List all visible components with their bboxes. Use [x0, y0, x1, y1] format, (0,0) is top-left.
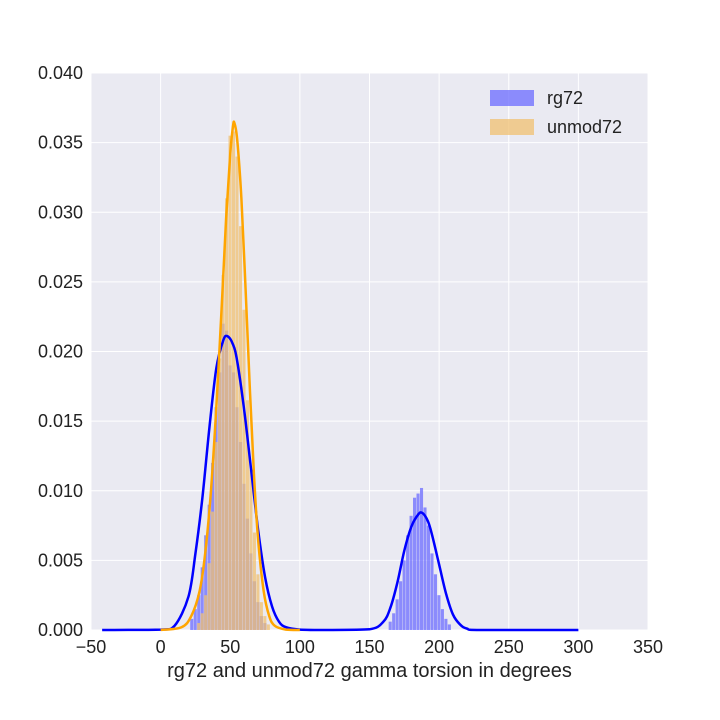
bar-unmod72 — [221, 274, 225, 630]
bar-rg72 — [193, 609, 197, 630]
bar-rg72 — [395, 599, 399, 630]
bar-rg72 — [416, 493, 420, 630]
bar-rg72 — [440, 609, 444, 630]
bars-unmod72 — [197, 131, 270, 631]
bar-unmod72 — [256, 574, 260, 630]
bar-unmod72 — [238, 226, 243, 631]
x-axis: −50 0 50 100 150 200 250 300 350 — [76, 637, 663, 657]
y-tick-label: 0.010 — [38, 481, 83, 501]
bar-rg72 — [433, 574, 437, 630]
x-tick-label: 150 — [354, 637, 384, 657]
bar-unmod72 — [259, 602, 263, 630]
x-tick-label: 50 — [220, 637, 240, 657]
bar-unmod72 — [197, 623, 201, 630]
y-axis: 0.000 0.005 0.010 0.015 0.020 0.025 0.030 0.035… — [38, 63, 83, 640]
bar-rg72 — [197, 595, 201, 630]
y-tick-label: 0.000 — [38, 620, 83, 640]
y-tick-label: 0.005 — [38, 550, 83, 570]
y-tick-label: 0.015 — [38, 411, 83, 431]
x-tick-label: 300 — [563, 637, 593, 657]
bar-unmod72 — [231, 131, 236, 631]
legend-swatch-unmod72 — [490, 119, 534, 135]
bar-rg72 — [204, 535, 208, 630]
bar-unmod72 — [228, 135, 232, 630]
bar-rg72 — [437, 595, 441, 630]
x-tick-label: 350 — [633, 637, 663, 657]
kde-line-unmod72 — [160, 120, 300, 632]
bar-unmod72 — [245, 400, 249, 630]
x-tick-label: 0 — [156, 637, 166, 657]
bar-unmod72 — [225, 198, 229, 630]
bar-unmod72 — [263, 616, 267, 630]
bar-unmod72 — [252, 532, 256, 630]
legend-label-rg72: rg72 — [547, 88, 583, 108]
bar-unmod72 — [218, 358, 222, 630]
bar-rg72 — [406, 535, 410, 630]
x-axis-title: rg72 and unmod72 gamma torsion in degree… — [167, 660, 572, 682]
bar-rg72 — [402, 560, 406, 630]
bar-rg72 — [444, 618, 448, 630]
histogram-bars — [190, 131, 451, 631]
bar-rg72 — [430, 553, 434, 630]
bar-rg72 — [399, 581, 403, 630]
x-tick-label: 250 — [494, 637, 524, 657]
y-tick-label: 0.035 — [38, 133, 83, 153]
bar-rg72 — [447, 624, 451, 630]
bar-rg72 — [409, 515, 413, 630]
y-tick-label: 0.025 — [38, 272, 83, 292]
bar-unmod72 — [235, 156, 239, 631]
x-tick-label: 100 — [285, 637, 315, 657]
grid — [90, 72, 649, 631]
bar-rg72 — [423, 507, 427, 630]
y-tick-label: 0.030 — [38, 202, 83, 222]
bar-rg72 — [190, 618, 194, 630]
bar-unmod72 — [242, 309, 246, 630]
bar-unmod72 — [214, 442, 218, 630]
legend: rg72 unmod72 — [490, 88, 622, 137]
kde-curves — [102, 120, 579, 632]
bar-unmod72 — [266, 624, 270, 630]
legend-label-unmod72: unmod72 — [547, 117, 622, 137]
bar-rg72 — [200, 567, 204, 630]
x-tick-label: −50 — [76, 637, 107, 657]
y-tick-label: 0.020 — [38, 342, 83, 362]
x-tick-label: 200 — [424, 637, 454, 657]
bar-rg72 — [388, 621, 392, 630]
bar-unmod72 — [207, 563, 211, 630]
bar-unmod72 — [204, 595, 208, 630]
legend-swatch-rg72 — [490, 90, 534, 106]
bar-rg72 — [419, 487, 424, 630]
bar-rg72 — [413, 497, 417, 630]
y-tick-label: 0.040 — [38, 63, 83, 83]
bar-unmod72 — [211, 511, 215, 630]
bar-rg72 — [426, 525, 431, 630]
bar-unmod72 — [249, 469, 253, 630]
bar-unmod72 — [200, 613, 204, 630]
bar-rg72 — [392, 613, 396, 630]
